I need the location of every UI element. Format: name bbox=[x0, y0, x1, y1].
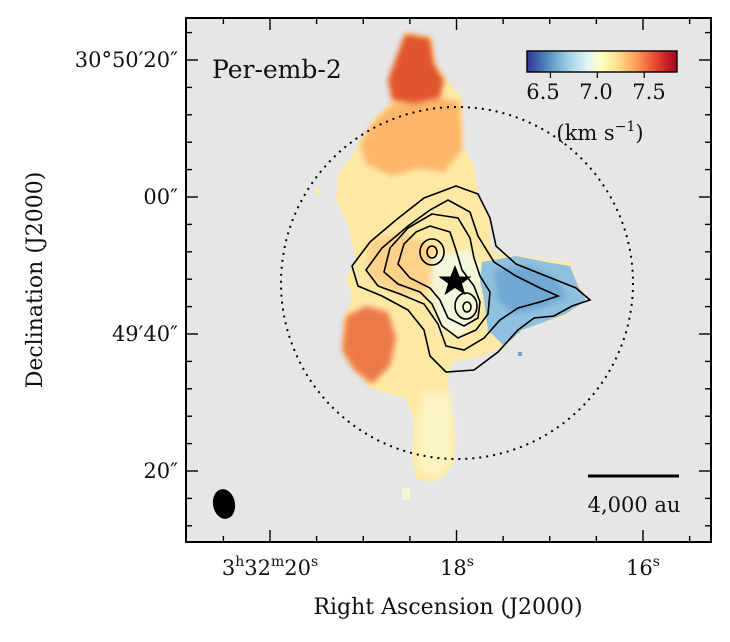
colorbar-gradient bbox=[526, 50, 678, 73]
integrated-intensity-contours bbox=[351, 185, 592, 373]
primary-beam-circle bbox=[280, 106, 634, 460]
y-tick-label: 30°50′20″ bbox=[75, 48, 178, 72]
map-region-north-lobe bbox=[360, 98, 462, 176]
map-region-west-edge bbox=[342, 306, 396, 384]
emission-map bbox=[315, 32, 586, 500]
colorbar-ticks bbox=[549, 72, 645, 78]
y-axis-title: Declination (J2000) bbox=[23, 172, 48, 389]
colorbar: 6.5 7.0 7.5 (km s−1) bbox=[526, 50, 678, 145]
map-region-central-core bbox=[432, 250, 484, 336]
contour-peak-south-inner bbox=[462, 301, 472, 313]
axis-ticks bbox=[186, 18, 711, 542]
contour-level-2 bbox=[365, 199, 561, 351]
protostar-star-marker bbox=[438, 265, 472, 296]
colorbar-unit-label: (km s−1) bbox=[556, 119, 643, 145]
x-axis-title: Right Ascension (J2000) bbox=[313, 595, 582, 620]
map-speck bbox=[315, 188, 321, 194]
map-speck bbox=[518, 352, 522, 356]
x-tick-label: 3h32m20s bbox=[222, 554, 318, 580]
synthesized-beam-ellipse bbox=[212, 489, 236, 519]
y-tick-label: 00″ bbox=[143, 185, 178, 209]
contour-peak-north bbox=[419, 238, 445, 266]
map-speck bbox=[402, 488, 410, 500]
contour-level-3 bbox=[383, 213, 491, 339]
y-tick-label: 49′40″ bbox=[112, 322, 178, 346]
map-region-north-tip bbox=[388, 34, 444, 104]
map-region-eastern-arm-deep bbox=[494, 266, 566, 314]
source-title: Per-emb-2 bbox=[212, 55, 342, 84]
axes-frame bbox=[185, 17, 712, 543]
colorbar-tick-label: 6.5 bbox=[526, 80, 559, 104]
x-tick-label: 16s bbox=[626, 554, 660, 580]
x-tick-label: 18s bbox=[440, 554, 474, 580]
contour-peak-south bbox=[454, 292, 478, 320]
scale-bar-label: 4,000 au bbox=[588, 493, 681, 517]
contour-peak-north-inner bbox=[426, 245, 438, 259]
map-region-southern-tail bbox=[416, 392, 454, 478]
colorbar-tick-label: 7.5 bbox=[632, 80, 665, 104]
contour-level-1 bbox=[351, 185, 592, 373]
map-region-center-warm bbox=[368, 232, 440, 292]
colorbar-tick-label: 7.0 bbox=[579, 80, 612, 104]
contour-level-4 bbox=[397, 225, 481, 327]
y-tick-label: 20″ bbox=[143, 459, 178, 483]
